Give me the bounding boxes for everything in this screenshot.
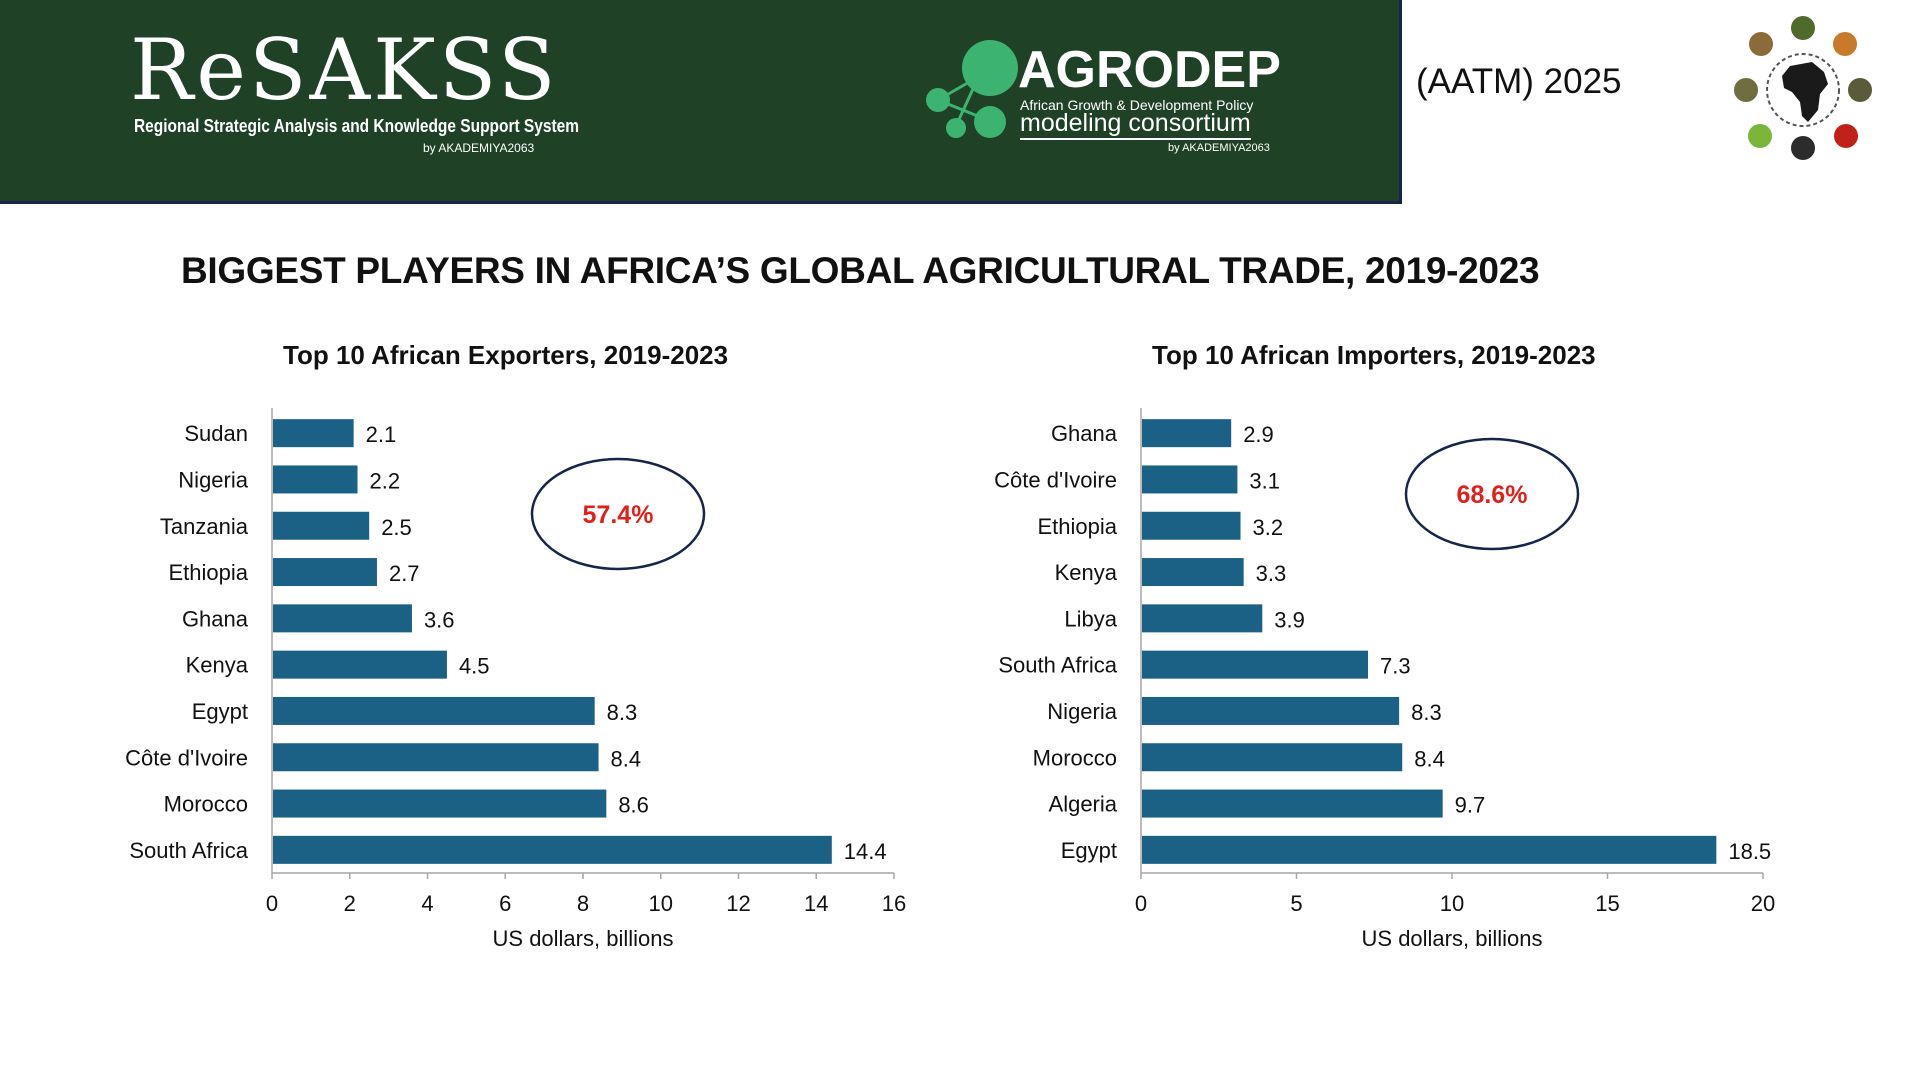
x-axis-title: US dollars, billions xyxy=(493,926,674,951)
x-tick-label: 2 xyxy=(344,891,356,916)
bar xyxy=(1142,419,1232,448)
category-label: Algeria xyxy=(1049,792,1118,817)
resakss-logo-by: by AKADEMIYA2063 xyxy=(423,141,535,155)
category-label: Ethiopia xyxy=(168,560,248,585)
agrodep-logo-title: AGRODEP xyxy=(1018,41,1281,99)
bar xyxy=(273,650,447,679)
x-tick-label: 16 xyxy=(882,891,906,916)
bar xyxy=(1142,696,1400,725)
value-label: 3.9 xyxy=(1274,607,1305,632)
category-label: Tanzania xyxy=(160,514,249,539)
importers-chart-title: Top 10 African Importers, 2019-2023 xyxy=(1152,340,1596,370)
category-label: Sudan xyxy=(184,421,248,446)
x-tick-label: 0 xyxy=(266,891,278,916)
category-label: Kenya xyxy=(186,653,249,678)
annotation-ellipse xyxy=(1404,437,1580,551)
agrodep-logo-subtitle-2: modeling consortium xyxy=(1020,109,1251,140)
annotation-ellipse xyxy=(530,457,706,571)
category-label: Morocco xyxy=(1033,745,1117,770)
x-tick-label: 12 xyxy=(726,891,750,916)
value-label: 2.1 xyxy=(366,422,397,447)
agrodep-logo-by: by AKADEMIYA2063 xyxy=(1168,142,1270,154)
value-label: 7.3 xyxy=(1380,654,1411,679)
category-label: Nigeria xyxy=(178,467,248,492)
value-label: 8.4 xyxy=(1414,746,1445,771)
x-tick-label: 0 xyxy=(1135,891,1147,916)
bar xyxy=(273,835,832,864)
bar xyxy=(273,743,599,772)
bar xyxy=(1142,650,1369,679)
category-label: Ghana xyxy=(182,606,249,631)
category-label: Nigeria xyxy=(1047,699,1117,724)
bar xyxy=(273,465,358,494)
bar xyxy=(273,696,595,725)
page-title: BIGGEST PLAYERS IN AFRICA’S GLOBAL AGRIC… xyxy=(181,250,1540,291)
africa-emblem-icon xyxy=(1734,16,1872,160)
value-label: 9.7 xyxy=(1455,793,1486,818)
value-label: 18.5 xyxy=(1728,839,1771,864)
bar xyxy=(273,511,370,540)
bar xyxy=(1142,743,1403,772)
value-label: 14.4 xyxy=(844,839,887,864)
x-tick-label: 4 xyxy=(421,891,433,916)
x-tick-label: 20 xyxy=(1751,891,1775,916)
category-label: Côte d'Ivoire xyxy=(125,745,248,770)
category-label: Morocco xyxy=(164,792,248,817)
resakss-logo-subtitle: Regional Strategic Analysis and Knowledg… xyxy=(134,116,580,136)
category-label: Egypt xyxy=(192,699,248,724)
value-label: 8.3 xyxy=(607,700,638,725)
agrodep-circles-icon xyxy=(926,40,1018,138)
x-tick-label: 6 xyxy=(499,891,511,916)
bar xyxy=(1142,511,1241,540)
value-label: 4.5 xyxy=(459,654,490,679)
value-label: 2.7 xyxy=(389,561,420,586)
value-label: 3.3 xyxy=(1256,561,1287,586)
exporters-chart: Top 10 African Exporters, 2019-2023 Suda… xyxy=(100,340,920,960)
header-banner: ReSAKSS Regional Strategic Analysis and … xyxy=(0,0,1402,204)
category-label: South Africa xyxy=(129,838,248,863)
category-label: Kenya xyxy=(1055,560,1118,585)
value-label: 3.1 xyxy=(1249,468,1280,493)
importers-chart-svg: Ghana 2.9 Côte d'Ivoire 3.1 Ethiopia 3.2 Kenya… xyxy=(994,408,1775,951)
category-label: South Africa xyxy=(998,653,1117,678)
x-tick-label: 10 xyxy=(1440,891,1464,916)
share-annotation: 68.6% xyxy=(1457,481,1528,509)
share-annotation: 57.4% xyxy=(583,501,654,529)
x-tick-label: 14 xyxy=(804,891,828,916)
agrodep-logo-subtitle: African Growth & Development Policy xyxy=(1020,97,1254,113)
bar xyxy=(1142,789,1443,818)
x-tick-label: 8 xyxy=(577,891,589,916)
x-tick-label: 5 xyxy=(1290,891,1302,916)
bar xyxy=(1142,835,1717,864)
bar xyxy=(1142,465,1238,494)
importers-chart: Top 10 African Importers, 2019-2023 Ghan… xyxy=(960,340,1820,960)
value-label: 2.2 xyxy=(370,468,401,493)
x-tick-label: 15 xyxy=(1595,891,1619,916)
value-label: 8.3 xyxy=(1411,700,1442,725)
value-label: 2.9 xyxy=(1243,422,1274,447)
exporters-chart-svg: Sudan 2.1 Nigeria 2.2 Tanzania 2.5 Ethiopia 2.7… xyxy=(125,408,906,951)
bar xyxy=(273,419,354,448)
value-label: 8.6 xyxy=(618,793,649,818)
bar xyxy=(1142,604,1263,633)
bar xyxy=(273,604,412,633)
value-label: 2.5 xyxy=(381,515,412,540)
bar xyxy=(1142,558,1244,587)
x-tick-label: 10 xyxy=(649,891,673,916)
bar xyxy=(273,789,607,818)
event-label: (AATM) 2025 xyxy=(1416,62,1622,101)
bar xyxy=(273,558,377,587)
category-label: Egypt xyxy=(1061,838,1117,863)
category-label: Côte d'Ivoire xyxy=(994,467,1117,492)
value-label: 8.4 xyxy=(611,746,642,771)
x-axis-title: US dollars, billions xyxy=(1362,926,1543,951)
value-label: 3.6 xyxy=(424,607,455,632)
category-label: Libya xyxy=(1064,606,1117,631)
category-label: Ghana xyxy=(1051,421,1118,446)
resakss-logo-title: ReSAKSS xyxy=(130,21,559,119)
category-label: Ethiopia xyxy=(1037,514,1117,539)
exporters-chart-title: Top 10 African Exporters, 2019-2023 xyxy=(283,340,729,370)
value-label: 3.2 xyxy=(1253,515,1284,540)
